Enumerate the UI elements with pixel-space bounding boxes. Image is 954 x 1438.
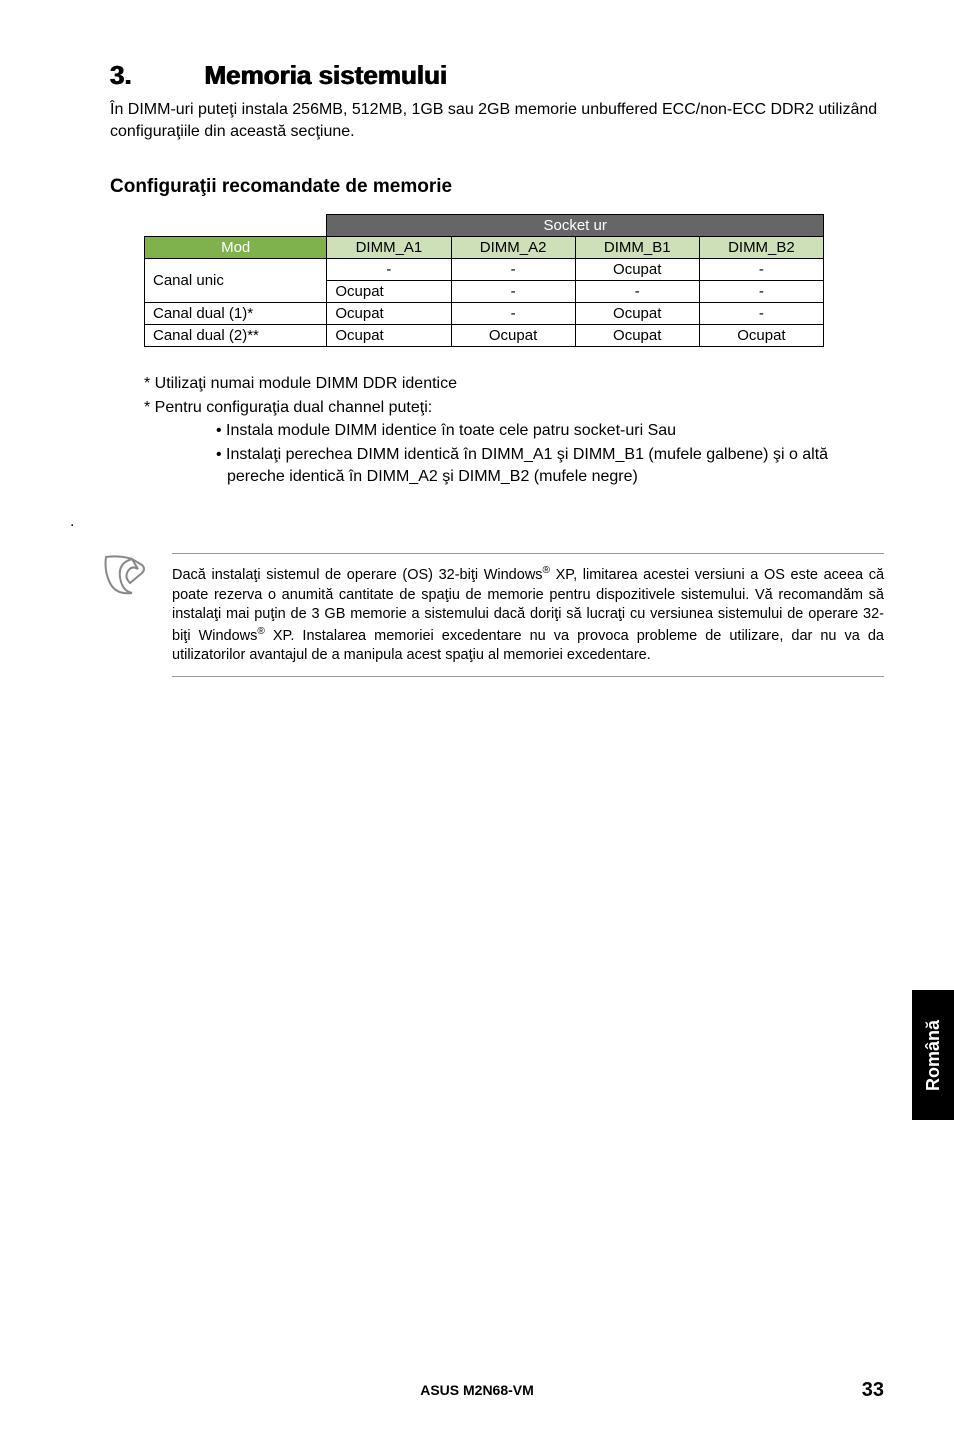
- cell: -: [699, 281, 823, 303]
- cell: -: [699, 259, 823, 281]
- cell: -: [327, 259, 451, 281]
- info-part3: XP. Instalarea memoriei excedentare nu v…: [172, 628, 884, 664]
- col-dimm-b2: DIMM_B2: [699, 237, 823, 259]
- socket-header: Socket ur: [327, 215, 824, 237]
- footnote-2-sub1: • Instala module DIMM identice în toate …: [216, 420, 884, 442]
- table-row: Canal unic - - Ocupat -: [145, 259, 824, 281]
- intro-paragraph: În DIMM-uri puteţi instala 256MB, 512MB,…: [110, 99, 884, 142]
- mode-cell: Canal dual (1)*: [145, 303, 327, 325]
- cell: Ocupat: [451, 325, 575, 347]
- cell: Ocupat: [327, 325, 451, 347]
- language-tab: Română: [912, 990, 954, 1120]
- info-part1: Dacă instalaţi sistemul de operare (OS) …: [172, 567, 543, 583]
- mode-cell: Canal unic: [145, 259, 327, 303]
- info-text: Dacă instalaţi sistemul de operare (OS) …: [172, 553, 884, 676]
- section-number: 3.: [110, 60, 200, 91]
- footnote-2: * Pentru configuraţia dual channel puteţ…: [144, 397, 884, 419]
- note-icon: [102, 553, 172, 602]
- cell: Ocupat: [575, 303, 699, 325]
- language-label: Română: [923, 1019, 944, 1090]
- page-number: 33: [862, 1379, 884, 1402]
- footnote-2-sub2: • Instalaţi perechea DIMM identică în DI…: [216, 444, 884, 487]
- info-callout: Dacă instalaţi sistemul de operare (OS) …: [102, 531, 884, 676]
- footer-model: ASUS M2N68-VM: [0, 1382, 954, 1398]
- registered-mark: ®: [543, 565, 550, 576]
- cell: Ocupat: [327, 303, 451, 325]
- blank-corner: [145, 215, 327, 237]
- col-dimm-b1: DIMM_B1: [575, 237, 699, 259]
- mode-header: Mod: [145, 237, 327, 259]
- table-header-row-2: Mod DIMM_A1 DIMM_A2 DIMM_B1 DIMM_B2: [145, 237, 824, 259]
- cell: -: [575, 281, 699, 303]
- section-title: Memoria sistemului: [204, 60, 447, 91]
- cell: Ocupat: [575, 325, 699, 347]
- registered-mark: ®: [257, 626, 264, 637]
- cell: -: [451, 303, 575, 325]
- col-dimm-a2: DIMM_A2: [451, 237, 575, 259]
- cell: -: [451, 281, 575, 303]
- cell: Ocupat: [699, 325, 823, 347]
- cell: -: [699, 303, 823, 325]
- memory-config-table: Socket ur Mod DIMM_A1 DIMM_A2 DIMM_B1 DI…: [144, 214, 884, 347]
- cell: -: [451, 259, 575, 281]
- footnote-1: * Utilizaţi numai module DIMM DDR identi…: [144, 373, 884, 395]
- cell: Ocupat: [327, 281, 451, 303]
- subheading: Configuraţii recomandate de memorie: [110, 176, 884, 198]
- section-heading: 3. Memoria sistemului: [110, 60, 884, 91]
- table-header-row-1: Socket ur: [145, 215, 824, 237]
- col-dimm-a1: DIMM_A1: [327, 237, 451, 259]
- footnotes: * Utilizaţi numai module DIMM DDR identi…: [144, 373, 884, 487]
- mode-cell: Canal dual (2)**: [145, 325, 327, 347]
- table-row: Canal dual (2)** Ocupat Ocupat Ocupat Oc…: [145, 325, 824, 347]
- cell: Ocupat: [575, 259, 699, 281]
- stray-dot: .: [70, 513, 884, 531]
- table-row: Canal dual (1)* Ocupat - Ocupat -: [145, 303, 824, 325]
